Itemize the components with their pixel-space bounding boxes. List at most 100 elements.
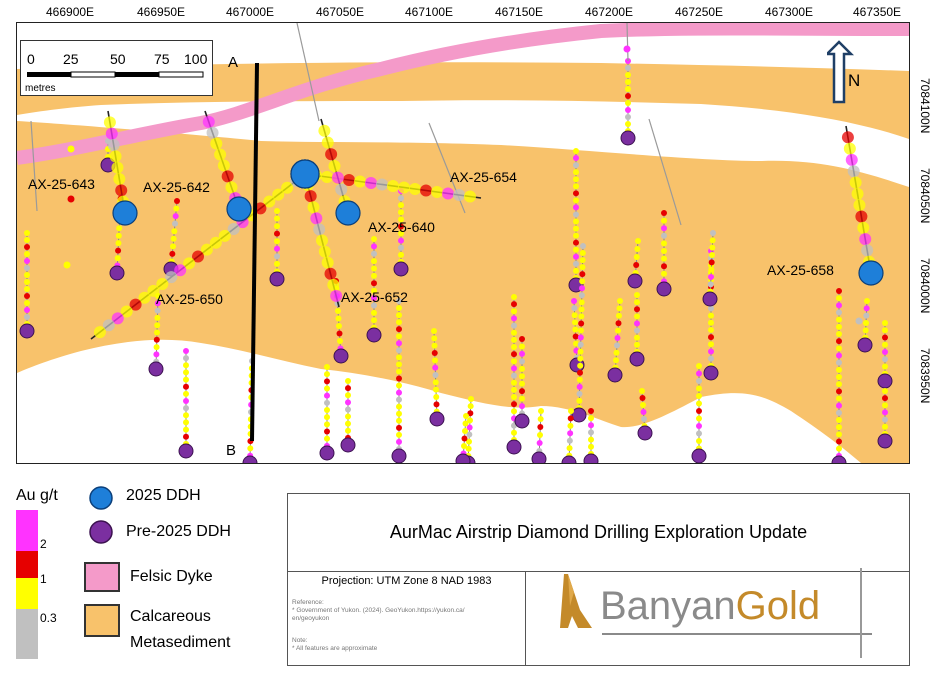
ddh2025-assay-2-4 [263,195,276,208]
assay-marker-28-0 [882,320,888,326]
hole-label-ax-25-640[interactable]: AX-25-640 [368,219,435,235]
hole-label-ax-25-643[interactable]: AX-25-643 [28,176,95,192]
assay-marker-10-3 [371,258,377,265]
logo-divider [860,568,862,658]
assay-marker-20-1 [616,305,623,312]
ddh2025-assay-6-3 [845,153,858,166]
assay-marker-13-5 [432,364,439,371]
ddh2025-assay-2-13 [183,257,196,270]
logo-mountain-icon [560,574,592,628]
pre2025-collar-36 [561,455,577,463]
assay-marker-20-2 [616,312,622,319]
assay-marker-15-16 [511,408,517,415]
hole-label-ax-25-654[interactable]: AX-25-654 [450,169,517,185]
assay-marker-2-7 [169,250,176,257]
assay-marker-30-18 [836,417,842,423]
map-panel[interactable]: AX-25-643 AX-25-642 AX-25-654 AX-25-640 … [16,22,910,464]
ddh2025-assay-4-2 [321,136,334,149]
ddh2025-assay-2-15 [165,271,178,284]
hole-label-ax-25-642[interactable]: AX-25-642 [143,179,210,195]
ddh2025-assay-2-16 [156,278,169,290]
assay-marker-3-2 [154,307,161,314]
hole-label-ax-25-658[interactable]: AX-25-658 [767,262,834,278]
assay-marker-26-6 [708,274,714,280]
assay-marker-14-3 [467,417,473,424]
assay-marker-27-2 [633,254,640,260]
legend-metasediment-line1: Calcareous [130,608,211,625]
assay-marker-26-1 [709,237,716,244]
assay-marker-30-22 [836,445,842,452]
pre2025-collar-22 [637,425,653,441]
assay-marker-30-1 [836,295,842,302]
easting-label-467350: 467350E [853,5,902,19]
assay-marker-9-5 [335,315,342,322]
ddh2025-assay-3-5 [354,175,366,188]
assay-marker-20-6 [614,342,620,349]
assay-marker-34-2 [462,428,468,434]
assay-marker-28-3 [882,341,888,348]
pre2025-collar-30 [831,455,847,463]
pre2025-collar-23 [656,281,672,297]
assay-marker-29-2 [882,402,888,409]
assay-marker-18-0 [571,298,577,304]
assay-marker-19-1 [579,250,586,257]
assay-marker-19-22 [576,397,583,404]
ddh2025-collar-0 [112,200,138,226]
assay-marker-26-0 [710,230,716,236]
assay-marker-35-2 [537,424,544,430]
northing-label-7083950: 7083950N [918,348,932,404]
assay-marker-30-2 [836,302,842,309]
hole-label-ax-25-652[interactable]: AX-25-652 [341,289,408,305]
assay-marker-29-5 [882,423,888,430]
assay-marker-17-7 [573,197,579,204]
ddh2025-assay-3-9 [398,181,410,194]
surface-sample-2 [63,261,71,269]
assay-marker-4-10 [183,419,189,426]
assay-marker-19-17 [577,362,584,369]
pre2025-collar-1 [109,265,125,281]
assay-marker-29-1 [882,395,888,402]
assay-marker-21-4 [634,320,640,327]
assay-marker-7-3 [324,385,330,392]
assay-marker-12-6 [396,340,402,347]
ddh2025-assay-2-8 [227,223,240,235]
assay-marker-20-7 [613,349,620,356]
assay-marker-34-3 [461,435,468,442]
assay-marker-20-5 [614,335,621,341]
assay-marker-26-4 [708,259,715,266]
assay-marker-35-3 [537,432,543,438]
geology-map [17,23,909,463]
assay-marker-15-6 [511,336,517,343]
assay-marker-7-7 [324,414,330,421]
assay-marker-37-2 [588,422,594,429]
ddh2025-assay-1-4 [214,148,227,161]
ddh2025-assay-5-8 [321,256,334,269]
assay-marker-15-4 [511,322,517,329]
assay-marker-3-7 [153,344,160,351]
assay-marker-19-10 [578,313,585,320]
assay-marker-35-4 [536,440,543,446]
assay-marker-4-1 [183,355,189,362]
assay-marker-19-14 [577,341,584,348]
assay-marker-12-15 [396,403,402,410]
assay-marker-15-19 [511,429,517,436]
ddh2025-assay-2-17 [147,284,160,297]
hole-label-ax-25-650[interactable]: AX-25-650 [156,291,223,307]
assay-marker-23-7 [661,263,667,270]
assay-marker-19-8 [578,299,585,306]
assay-marker-35-0 [538,408,544,414]
easting-label-467150: 467150E [495,5,544,19]
assay-marker-14-6 [466,438,472,445]
colorbar-label-0-3: 0.3 [40,611,57,625]
assay-marker-30-21 [836,438,842,445]
assay-marker-3-3 [154,314,161,321]
legend-ddh-2025: 2025 DDH [126,487,201,504]
assay-marker-19-18 [577,369,583,376]
assay-marker-16-7 [519,388,525,395]
assay-marker-24-10 [696,438,702,444]
assay-marker-19-9 [578,306,585,313]
assay-marker-37-0 [588,408,594,414]
pre2025-collar-13 [429,411,445,427]
assay-marker-3-6 [153,336,160,343]
assay-marker-6-6 [274,253,280,260]
